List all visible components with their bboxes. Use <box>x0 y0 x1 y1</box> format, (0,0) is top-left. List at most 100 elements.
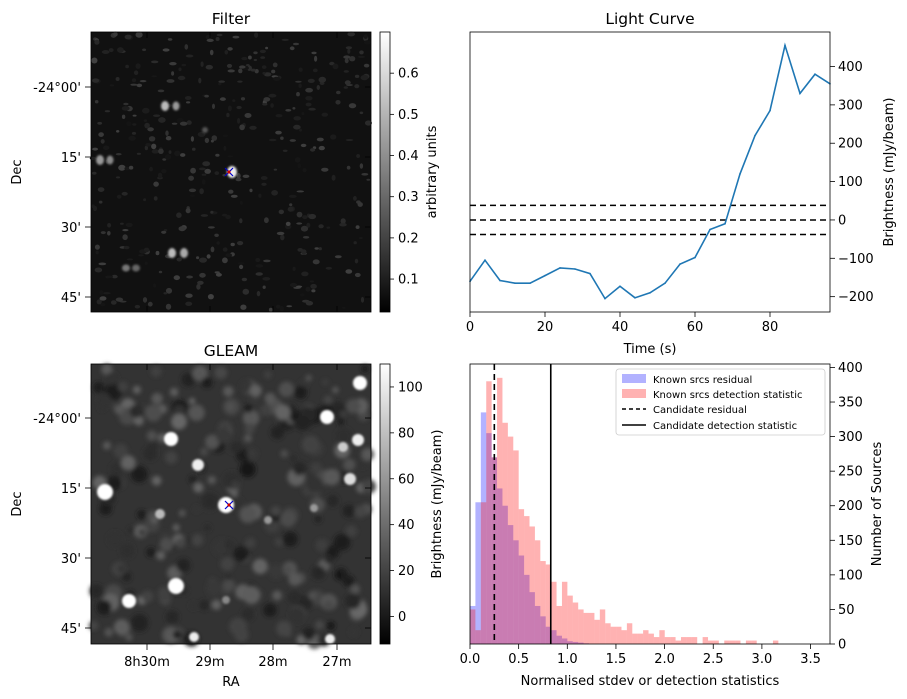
gleam-noise-blob <box>337 418 345 426</box>
filter-noise-blob <box>292 42 300 46</box>
filter-noise-blob <box>148 136 156 142</box>
gleam-texture <box>88 363 376 650</box>
histogram-bar <box>572 641 579 644</box>
gleam-noise-blob <box>125 633 133 642</box>
filter-noise-blob <box>240 304 247 310</box>
filter-noise-blob <box>235 177 242 182</box>
histogram-bar <box>545 564 552 644</box>
filter-dec-label: -24°00' <box>33 81 81 96</box>
filter-noise-blob <box>214 171 220 176</box>
filter-noise-blob <box>363 40 371 45</box>
filter-noise-blob <box>97 121 103 125</box>
gleam-noise-blob <box>143 446 158 461</box>
gleam-noise-blob <box>349 627 359 637</box>
histogram-bar <box>567 641 573 644</box>
filter-noise-blob <box>227 105 232 112</box>
filter-noise-blob <box>115 153 122 156</box>
filter-noise-blob <box>110 300 117 305</box>
filter-noise-blob <box>101 50 110 54</box>
filter-noise-blob <box>124 34 132 40</box>
gleam-noise-blob <box>323 600 334 611</box>
filter-noise-blob <box>103 145 110 151</box>
histogram-bar <box>545 626 552 644</box>
histogram-bar <box>610 626 617 644</box>
gleam-noise-blob <box>311 565 326 580</box>
gleam-noise-blob <box>246 448 258 460</box>
filter-noise-blob <box>264 217 269 224</box>
filter-noise-blob <box>312 68 318 73</box>
gleam-noise-blob <box>113 443 128 459</box>
light-curve-panel: Light Curve 0 20 40 60 80 −200 −100 0 100 200 300 4… <box>466 10 897 357</box>
gleam-noise-blob <box>120 543 135 558</box>
gleam-noise-blob <box>342 504 356 518</box>
filter-noise-blob <box>126 121 132 127</box>
filter-noise-blob <box>92 171 97 175</box>
filter-noise-blob <box>197 280 204 285</box>
colorbar-tick-label: 0.6 <box>398 67 419 82</box>
gleam-noise-blob <box>263 603 277 617</box>
filter-noise-blob <box>237 118 241 124</box>
filter-noise-blob <box>239 218 243 224</box>
filter-noise-blob <box>185 301 193 306</box>
gleam-xlabel: RA <box>222 675 240 690</box>
filter-noise-blob <box>92 205 98 212</box>
filter-noise-blob <box>158 117 166 123</box>
filter-noise-blob <box>147 127 154 132</box>
filter-noise-blob <box>227 69 235 73</box>
gleam-noise-blob <box>242 409 260 427</box>
filter-noise-blob <box>176 257 182 262</box>
x-tick-label: 0.5 <box>508 652 529 667</box>
y-tick-label: 250 <box>838 465 863 480</box>
filter-noise-blob <box>230 242 235 247</box>
histogram-bar <box>594 619 600 644</box>
filter-noise-blob <box>116 194 122 199</box>
filter-noise-blob <box>208 226 215 229</box>
filter-noise-blob <box>302 236 310 239</box>
filter-noise-blob <box>299 293 305 297</box>
filter-noise-blob <box>179 121 188 126</box>
filter-noise-blob <box>161 230 167 234</box>
filter-noise-blob <box>286 305 293 308</box>
filter-noise-blob <box>117 47 124 53</box>
gleam-noise-blob <box>259 404 272 417</box>
gleam-noise-blob <box>117 381 128 392</box>
gleam-noise-blob <box>344 593 361 610</box>
filter-noise-blob <box>180 153 186 157</box>
filter-noise-blob <box>301 249 307 255</box>
filter-noise-blob <box>309 280 315 283</box>
filter-noise-blob <box>230 194 238 198</box>
filter-noise-blob <box>196 283 201 290</box>
histogram-bar <box>486 381 492 644</box>
gleam-noise-blob <box>133 415 144 426</box>
light-curve-point <box>649 292 651 294</box>
histogram-bar <box>551 581 557 644</box>
histogram-bar <box>616 626 622 644</box>
filter-noise-blob <box>215 272 222 277</box>
filter-noise-blob <box>285 221 291 226</box>
histogram-bar <box>670 637 676 644</box>
filter-noise-blob <box>261 182 267 186</box>
filter-noise-blob <box>241 56 248 61</box>
histogram-bar <box>470 609 476 644</box>
filter-noise-blob <box>206 38 214 43</box>
gleam-noise-blob <box>233 546 249 562</box>
filter-noise-blob <box>121 191 128 196</box>
gleam-noise-blob <box>188 475 197 484</box>
histogram-bar <box>729 640 736 644</box>
gleam-noise-blob <box>201 377 213 388</box>
gleam-noise-blob <box>244 404 253 413</box>
histogram-bar <box>648 633 654 644</box>
filter-noise-blob <box>262 277 271 281</box>
histogram-bar <box>524 574 530 644</box>
filter-noise-blob <box>237 80 243 83</box>
light-curve-xlabel: Time (s) <box>623 342 677 357</box>
gleam-noise-blob <box>122 572 132 582</box>
filter-noise-blob <box>273 168 278 171</box>
filter-noise-blob <box>149 166 154 172</box>
y-tick-label: 50 <box>838 603 855 618</box>
filter-noise-blob <box>108 48 114 53</box>
histogram-bar <box>540 561 546 644</box>
filter-noise-blob <box>223 145 227 151</box>
filter-noise-blob <box>99 290 104 295</box>
light-curve-point <box>574 268 576 270</box>
